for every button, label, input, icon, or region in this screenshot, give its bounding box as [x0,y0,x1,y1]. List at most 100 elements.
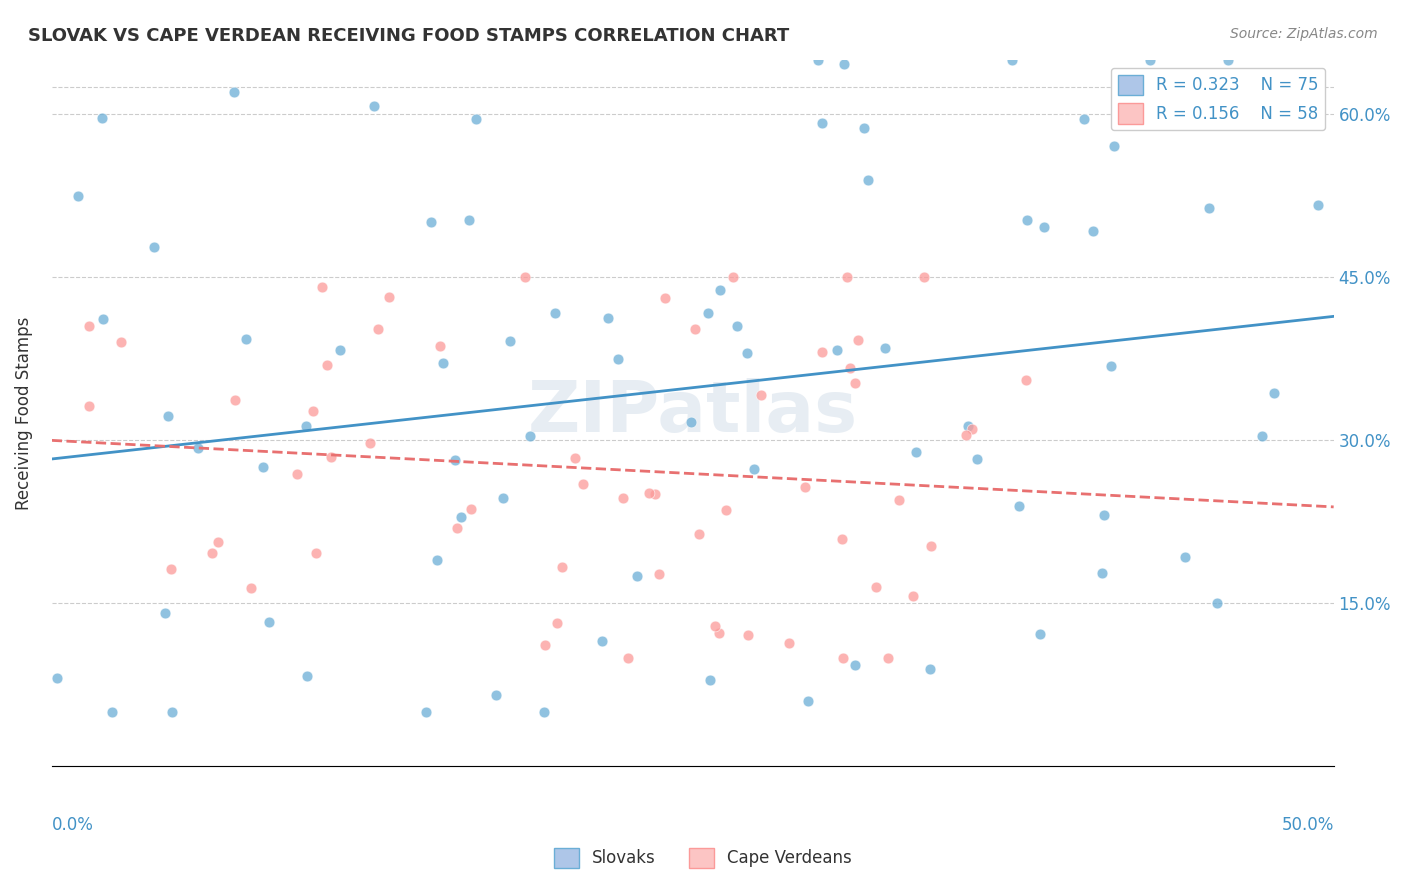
Point [1083,224,1105,238]
Point [156,409,179,423]
Point [806,53,828,67]
Point [311,279,333,293]
Point [305,546,328,560]
Point [1032,220,1054,235]
Point [1263,385,1285,400]
Point [533,705,555,719]
Text: SLOVAK VS CAPE VERDEAN RECEIVING FOOD STAMPS CORRELATION CHART: SLOVAK VS CAPE VERDEAN RECEIVING FOOD ST… [28,27,789,45]
Point [616,650,638,665]
Point [45,672,67,686]
Point [742,462,765,476]
Point [363,99,385,113]
Point [498,334,520,348]
Point [709,283,731,297]
Point [721,270,744,285]
Text: 0.0%: 0.0% [52,816,94,834]
Point [367,321,389,335]
Point [429,339,451,353]
Point [378,290,401,304]
Point [904,445,927,459]
Point [252,459,274,474]
Point [110,334,132,349]
Point [797,693,820,707]
Point [679,415,702,429]
Point [846,333,869,347]
Point [648,567,671,582]
Point [1073,112,1095,126]
Point [920,540,942,554]
Point [703,619,725,633]
Point [811,344,834,359]
Point [844,657,866,672]
Point [1174,550,1197,565]
Point [875,341,897,355]
Point [464,112,486,127]
Point [856,172,879,186]
Point [1092,508,1115,523]
Point [1015,213,1038,227]
Point [544,306,567,320]
Point [160,562,183,576]
Point [187,441,209,455]
Point [1001,53,1024,67]
Point [513,270,536,285]
Point [519,429,541,443]
Point [735,345,758,359]
Point [839,361,862,376]
Point [235,332,257,346]
Point [707,626,730,640]
Point [239,581,262,595]
Point [160,705,183,719]
Point [825,343,848,357]
Point [153,606,176,620]
Point [564,451,586,466]
Point [1205,597,1227,611]
Point [91,111,114,125]
Point [319,450,342,465]
Text: Source: ZipAtlas.com: Source: ZipAtlas.com [1230,27,1378,41]
Point [446,521,468,535]
Point [302,404,325,418]
Point [654,291,676,305]
Point [77,399,100,413]
Point [637,486,659,500]
Point [485,688,508,702]
Point [316,358,339,372]
Point [450,510,472,524]
Point [1251,429,1274,443]
Point [1008,499,1031,513]
Point [1198,201,1220,215]
Point [1015,374,1038,388]
Point [612,491,634,505]
Point [607,352,630,367]
Point [699,673,721,687]
Legend: Slovaks, Cape Verdeans: Slovaks, Cape Verdeans [547,841,859,875]
Point [359,436,381,450]
Point [201,546,224,560]
Point [444,453,467,467]
Point [295,669,318,683]
Point [901,589,924,603]
Point [716,503,738,517]
Point [865,580,887,594]
Point [831,532,853,546]
Point [912,270,935,285]
Point [534,638,557,652]
Point [591,634,613,648]
Point [737,628,759,642]
Legend: R = 0.323    N = 75, R = 0.156    N = 58: R = 0.323 N = 75, R = 0.156 N = 58 [1111,68,1326,130]
Point [844,376,866,390]
Point [460,501,482,516]
Point [285,467,308,481]
Point [626,568,648,582]
Point [1029,626,1052,640]
Point [1091,566,1114,580]
Point [683,321,706,335]
Point [91,312,114,326]
Point [101,705,124,719]
Point [432,356,454,370]
Point [853,121,876,136]
Point [79,318,101,333]
Point [257,615,280,629]
Point [697,306,720,320]
